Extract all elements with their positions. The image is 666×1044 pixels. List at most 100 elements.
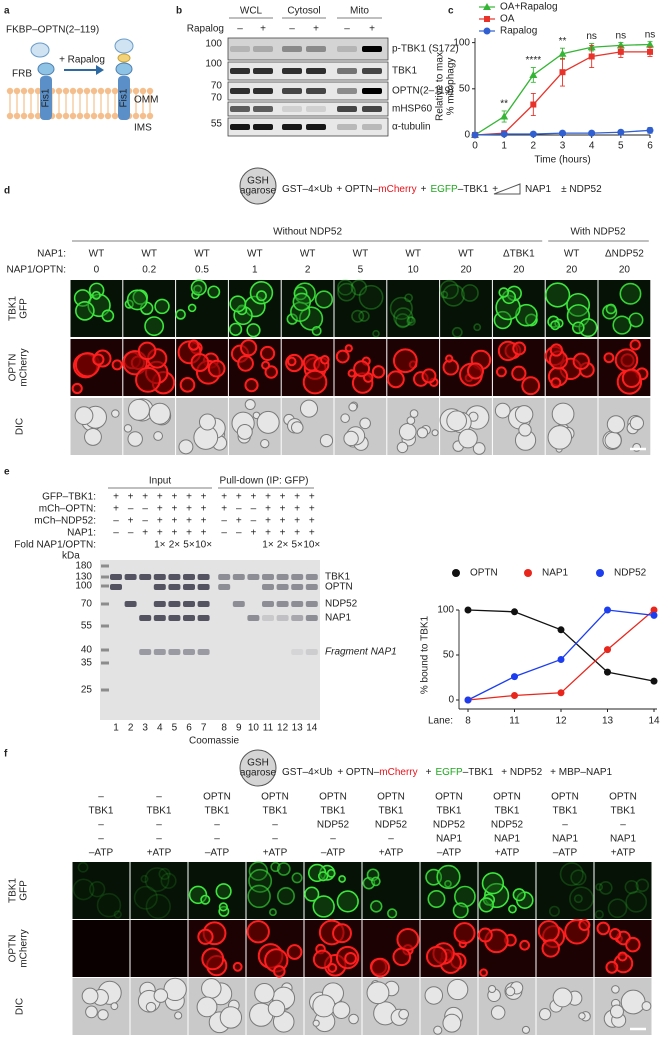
lane-sign: + bbox=[250, 528, 256, 539]
bead bbox=[260, 345, 276, 361]
column-header: +ATP bbox=[263, 848, 288, 859]
lane-sign: + bbox=[142, 492, 148, 503]
bead bbox=[407, 316, 415, 324]
row-label: OPTN bbox=[8, 935, 19, 963]
stain-label: Coomassie bbox=[189, 736, 239, 747]
optn-construct bbox=[114, 38, 134, 54]
bead bbox=[454, 885, 476, 908]
lane-sign: – bbox=[289, 24, 295, 35]
gel-band bbox=[276, 574, 289, 580]
bead bbox=[158, 867, 171, 881]
gel-band bbox=[124, 601, 137, 607]
gel-band bbox=[218, 584, 231, 590]
bead bbox=[452, 902, 469, 919]
column-header: – bbox=[156, 834, 162, 845]
column-header: 20 bbox=[513, 265, 525, 276]
bead bbox=[393, 307, 414, 328]
bead bbox=[395, 313, 411, 329]
condition-label: mCh–OPTN: bbox=[39, 504, 96, 515]
agarose-bead bbox=[239, 749, 277, 787]
ladder-band bbox=[101, 648, 109, 652]
column-header: TBK1 bbox=[436, 806, 461, 817]
column-header: 0.2 bbox=[142, 265, 156, 276]
blot-label: mHSP60 bbox=[392, 104, 432, 115]
bead bbox=[244, 398, 256, 411]
gel-band bbox=[139, 649, 152, 655]
lane-sign: + bbox=[128, 492, 134, 503]
marker bbox=[500, 130, 508, 138]
lane-sign: + bbox=[128, 516, 134, 527]
y-tick-label: 100 bbox=[453, 37, 470, 48]
lane-sign: – bbox=[251, 504, 257, 515]
lane-sign: + bbox=[221, 504, 227, 515]
lane-sign: – bbox=[142, 516, 148, 527]
column-header: 10 bbox=[408, 265, 420, 276]
bead bbox=[207, 359, 226, 378]
bead bbox=[609, 927, 622, 941]
column-header: –ATP bbox=[553, 848, 578, 859]
marker bbox=[650, 606, 658, 614]
column-header: WT bbox=[353, 249, 369, 260]
bead bbox=[398, 422, 417, 441]
bead bbox=[472, 442, 486, 455]
ladder-band bbox=[101, 688, 109, 692]
column-header: 0.5 bbox=[195, 265, 209, 276]
bead bbox=[570, 869, 587, 886]
scheme-part: mCherry bbox=[379, 767, 417, 778]
bead bbox=[207, 285, 221, 299]
bead bbox=[137, 341, 157, 361]
marker bbox=[511, 608, 518, 616]
significance: ns bbox=[586, 31, 597, 42]
lipid-head bbox=[27, 112, 35, 120]
bead bbox=[91, 290, 101, 300]
bead bbox=[508, 904, 517, 914]
bead bbox=[246, 920, 270, 944]
column-header: –ATP bbox=[205, 848, 230, 859]
column-header: TBK1 bbox=[88, 806, 113, 817]
bead bbox=[246, 323, 261, 338]
lane-sign: + bbox=[186, 492, 192, 503]
frb-domain bbox=[115, 62, 133, 76]
bead bbox=[292, 292, 312, 312]
bead bbox=[327, 962, 338, 973]
bead bbox=[635, 878, 650, 893]
bead bbox=[371, 365, 386, 379]
bead bbox=[74, 406, 94, 426]
bead bbox=[572, 352, 590, 370]
lane-sign: + bbox=[265, 504, 271, 515]
column-header: WT bbox=[194, 249, 210, 260]
scheme-part: + bbox=[492, 184, 498, 195]
unit-label: kDa bbox=[62, 551, 80, 562]
gel-band bbox=[262, 615, 274, 621]
mw-marker: 130 bbox=[75, 572, 92, 583]
blot-band bbox=[253, 46, 273, 52]
column-header: 0 bbox=[94, 265, 100, 276]
column-header: –ATP bbox=[89, 848, 114, 859]
row-header: NAP1: bbox=[37, 249, 66, 260]
column-header: WT bbox=[247, 249, 263, 260]
frb-domain bbox=[37, 62, 55, 76]
lipid-head bbox=[27, 87, 35, 95]
bead bbox=[144, 867, 170, 893]
x-tick-label: 2 bbox=[531, 141, 537, 152]
bead bbox=[111, 409, 120, 418]
bead bbox=[188, 339, 200, 351]
bead bbox=[514, 405, 534, 424]
lipid-head bbox=[139, 112, 147, 120]
scheme-part: NAP1 bbox=[525, 184, 552, 195]
bead bbox=[431, 429, 439, 437]
lipid-head bbox=[76, 112, 84, 120]
bead bbox=[547, 425, 573, 450]
lane-number: 5 bbox=[172, 723, 178, 734]
bead bbox=[409, 409, 419, 418]
bead bbox=[148, 402, 171, 425]
lane-sign: + bbox=[309, 504, 315, 515]
fold-label: 10× bbox=[303, 540, 320, 551]
series-line bbox=[467, 609, 655, 682]
bead bbox=[218, 902, 228, 912]
lane-number: 13 bbox=[292, 723, 304, 734]
gel-band bbox=[291, 615, 304, 621]
lipid-head bbox=[34, 112, 42, 120]
bead bbox=[406, 416, 416, 425]
